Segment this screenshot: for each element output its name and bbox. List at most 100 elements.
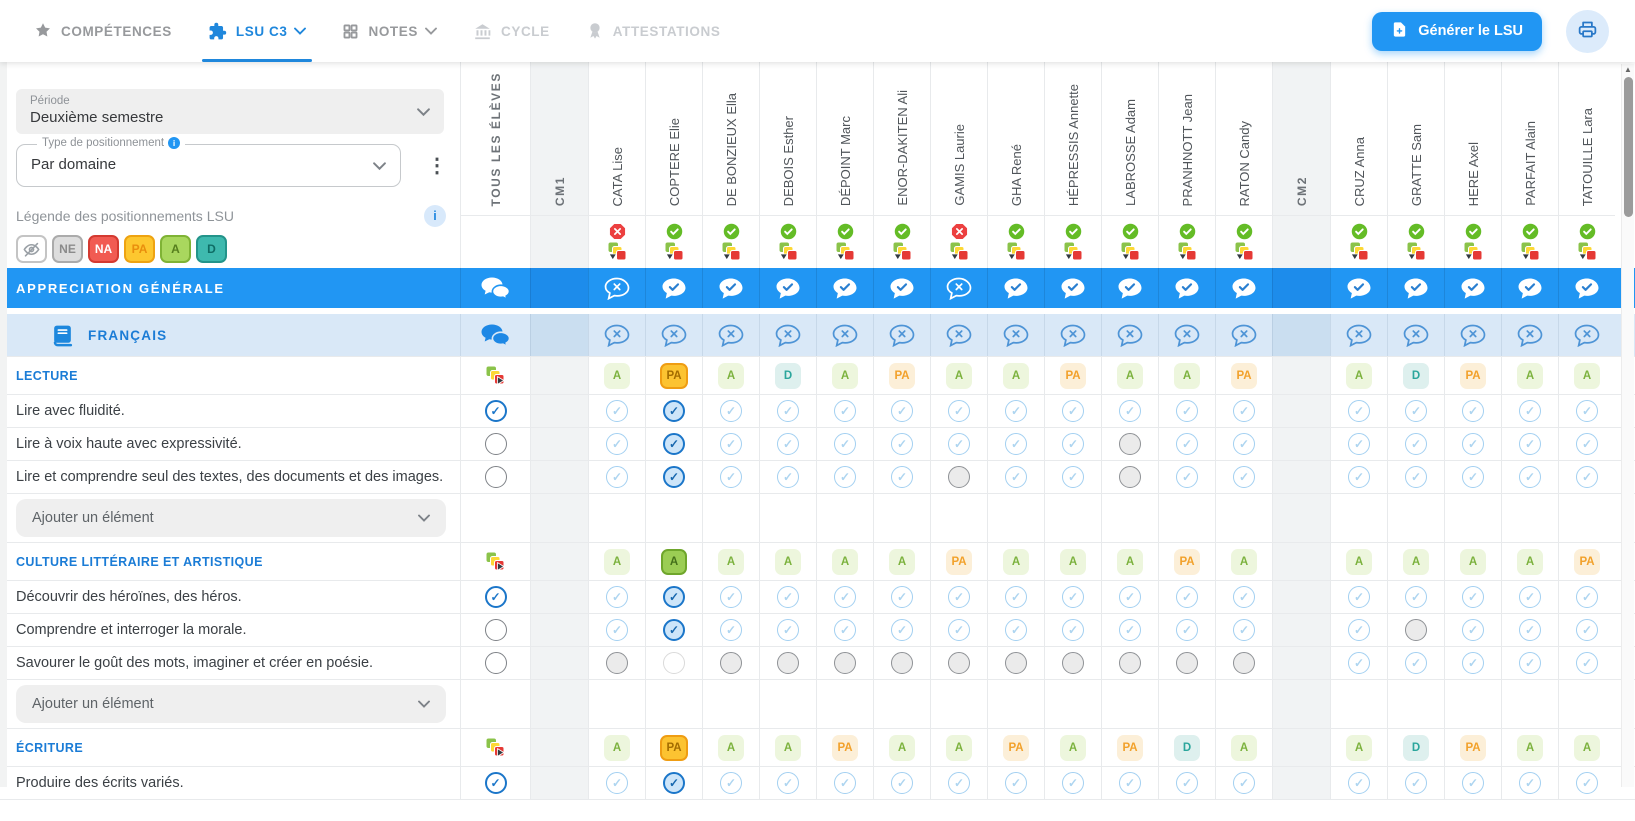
evaluation-checkbox[interactable]: ✓ (1462, 586, 1484, 608)
subject-comment-bubble-icon[interactable] (718, 324, 744, 347)
evaluation-checkbox[interactable]: ✓ (663, 466, 685, 488)
evaluation-checkbox[interactable]: ✓ (1062, 586, 1084, 608)
position-badge[interactable]: A (1003, 362, 1029, 389)
position-badge[interactable]: A (832, 548, 858, 575)
positions-download-icon[interactable] (664, 241, 685, 262)
evaluation-checkbox[interactable]: ✓ (1519, 400, 1541, 422)
domain-item-checkbox[interactable]: ✓ (484, 466, 507, 488)
scroll-up-arrow[interactable]: ▲ (1624, 65, 1632, 74)
tab-competences[interactable]: COMPÉTENCES (16, 0, 190, 62)
evaluation-checkbox[interactable]: ✓ (1119, 619, 1141, 641)
evaluation-checkbox[interactable]: ✓ (1519, 652, 1541, 674)
evaluation-checkbox[interactable]: ✓ (1576, 466, 1598, 488)
evaluation-checkbox[interactable]: ✓ (663, 586, 685, 608)
more-options-button[interactable]: ⋮ (427, 154, 447, 177)
appreciation-bubble-icon[interactable] (1174, 277, 1200, 300)
evaluation-checkbox[interactable]: ✓ (1062, 400, 1084, 422)
evaluation-checkbox[interactable]: ✓ (720, 619, 742, 641)
position-badge[interactable]: A (604, 362, 630, 389)
position-badge[interactable]: A (946, 362, 972, 389)
evaluation-checkbox[interactable]: ✓ (663, 433, 685, 455)
evaluation-checkbox[interactable]: ✓ (891, 400, 913, 422)
appreciation-bubble-icon[interactable] (1517, 277, 1543, 300)
evaluation-checkbox[interactable]: ✓ (777, 586, 799, 608)
evaluation-checkbox[interactable]: ✓ (1576, 400, 1598, 422)
subject-comment-bubble-icon[interactable] (1060, 324, 1086, 347)
evaluation-checkbox[interactable]: ✓ (606, 433, 628, 455)
evaluation-checkbox[interactable]: ✓ (1176, 772, 1198, 794)
position-badge[interactable]: A (718, 362, 744, 389)
positions-download-icon[interactable] (1120, 241, 1141, 262)
evaluation-checkbox[interactable]: ✓ (1519, 772, 1541, 794)
evaluation-checkbox[interactable]: ✓ (1348, 772, 1370, 794)
evaluation-checkbox[interactable]: ✓ (777, 772, 799, 794)
evaluation-checkbox[interactable]: ✓ (1576, 586, 1598, 608)
evaluation-checkbox[interactable]: ✓ (777, 652, 799, 674)
appreciation-bubble-icon[interactable] (1003, 277, 1029, 300)
evaluation-checkbox[interactable]: ✓ (720, 400, 742, 422)
appreciation-bubble-icon[interactable] (832, 277, 858, 300)
evaluation-checkbox[interactable]: ✓ (1176, 400, 1198, 422)
position-badge[interactable]: A (1346, 734, 1372, 761)
subject-comment-bubble-icon[interactable] (832, 324, 858, 347)
positions-download-icon[interactable] (1234, 241, 1255, 262)
legend-info-button[interactable]: i (424, 205, 446, 227)
position-badge[interactable]: A (1574, 734, 1600, 761)
evaluation-checkbox[interactable]: ✓ (1405, 652, 1427, 674)
domain-item-checkbox[interactable]: ✓ (484, 586, 507, 608)
evaluation-checkbox[interactable]: ✓ (1405, 586, 1427, 608)
position-badge[interactable]: A (1460, 548, 1486, 575)
subject-comment-bubble-icon[interactable] (1231, 324, 1257, 347)
evaluation-checkbox[interactable]: ✓ (834, 586, 856, 608)
evaluation-checkbox[interactable]: ✓ (720, 772, 742, 794)
generate-lsu-button[interactable]: Générer le LSU (1372, 11, 1542, 51)
appreciation-bubble-icon[interactable] (661, 277, 687, 300)
subject-comment-bubble-icon[interactable] (661, 324, 687, 347)
position-badge[interactable]: A (1517, 734, 1543, 761)
subject-comment-bubble-icon[interactable] (946, 324, 972, 347)
apply-positions-icon[interactable] (485, 365, 506, 386)
evaluation-checkbox[interactable]: ✓ (834, 772, 856, 794)
evaluation-checkbox[interactable]: ✓ (1119, 586, 1141, 608)
evaluation-checkbox[interactable]: ✓ (1119, 772, 1141, 794)
evaluation-checkbox[interactable]: ✓ (777, 433, 799, 455)
tab-notes[interactable]: NOTES (324, 0, 455, 62)
evaluation-checkbox[interactable]: ✓ (1119, 652, 1141, 674)
evaluation-checkbox[interactable]: ✓ (1176, 586, 1198, 608)
position-badge[interactable]: A (1231, 734, 1257, 761)
subject-comment-bubble-icon[interactable] (1403, 324, 1429, 347)
domain-item-checkbox[interactable]: ✓ (484, 772, 507, 794)
subject-comment-bubble-icon[interactable] (1574, 324, 1600, 347)
evaluation-checkbox[interactable]: ✓ (834, 433, 856, 455)
evaluation-checkbox[interactable]: ✓ (606, 586, 628, 608)
positions-download-icon[interactable] (1463, 241, 1484, 262)
add-element-select[interactable]: Ajouter un élément (16, 685, 446, 723)
subject-comment-bubble-icon[interactable] (1346, 324, 1372, 347)
evaluation-checkbox[interactable]: ✓ (834, 466, 856, 488)
evaluation-checkbox[interactable]: ✓ (1348, 586, 1370, 608)
evaluation-checkbox[interactable]: ✓ (1062, 619, 1084, 641)
appreciation-bubble-icon[interactable] (604, 277, 630, 300)
position-badge[interactable]: A (1231, 548, 1257, 575)
evaluation-checkbox[interactable]: ✓ (720, 652, 742, 674)
evaluation-checkbox[interactable]: ✓ (948, 586, 970, 608)
evaluation-checkbox[interactable]: ✓ (1119, 433, 1141, 455)
positions-download-icon[interactable] (1063, 241, 1084, 262)
evaluation-checkbox[interactable]: ✓ (1005, 400, 1027, 422)
evaluation-checkbox[interactable]: ✓ (834, 400, 856, 422)
subject-comment-bubble-icon[interactable] (1117, 324, 1143, 347)
position-badge[interactable]: A (946, 734, 972, 761)
type-positionnement-select[interactable]: Type de positionnement i Par domaine (16, 137, 401, 187)
evaluation-checkbox[interactable]: ✓ (720, 433, 742, 455)
position-badge[interactable]: PA (1003, 734, 1029, 761)
subject-comment-bubble-icon[interactable] (604, 324, 630, 347)
evaluation-checkbox[interactable]: ✓ (1062, 772, 1084, 794)
evaluation-checkbox[interactable]: ✓ (1462, 433, 1484, 455)
position-badge[interactable]: D (1403, 362, 1429, 389)
position-badge[interactable]: A (889, 734, 915, 761)
evaluation-checkbox[interactable]: ✓ (1005, 433, 1027, 455)
vertical-scrollbar-thumb[interactable] (1623, 77, 1633, 217)
apply-positions-icon[interactable] (485, 551, 506, 572)
subject-comment-bubble-icon[interactable] (1460, 324, 1486, 347)
appreciation-bubble-icon[interactable] (1346, 277, 1372, 300)
